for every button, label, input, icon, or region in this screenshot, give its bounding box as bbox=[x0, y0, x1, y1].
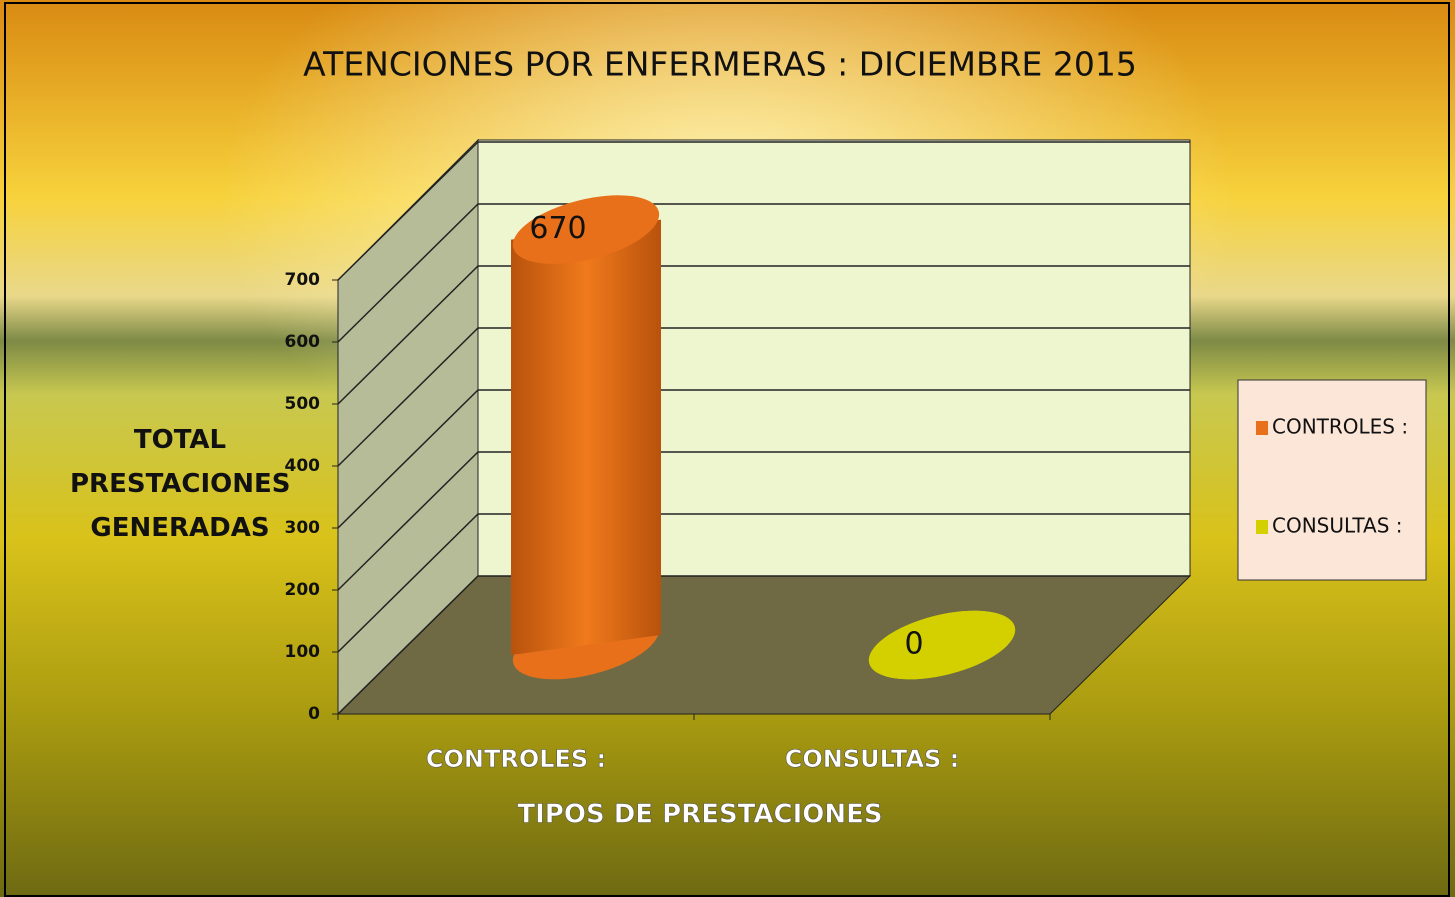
legend-box bbox=[1237, 379, 1427, 581]
bar-top bbox=[868, 610, 1016, 680]
grid-line bbox=[337, 389, 1190, 529]
y-axis-title: TOTAL PRESTACIONES GENERADAS bbox=[70, 425, 291, 543]
chart-title: ATENCIONES POR ENFERMERAS : DICIEMBRE 20… bbox=[303, 45, 1137, 84]
grid-line bbox=[337, 575, 1190, 715]
legend-swatch bbox=[1256, 421, 1268, 435]
x-tick-label: CONTROLES : bbox=[426, 745, 606, 773]
grid-line bbox=[337, 141, 1190, 281]
y-tick-label: 700 bbox=[285, 270, 321, 290]
bar-top bbox=[512, 195, 660, 264]
grid-line bbox=[337, 265, 1190, 405]
legend-label: CONSULTAS : bbox=[1272, 514, 1403, 538]
legend-swatch bbox=[1256, 520, 1268, 534]
frame bbox=[4, 2, 1450, 897]
x-tick-label: CONSULTAS : bbox=[785, 745, 960, 773]
legend-label: CONTROLES : bbox=[1272, 415, 1408, 439]
data-label: 0 bbox=[904, 627, 923, 662]
floor bbox=[336, 575, 1192, 715]
y-tick-label: 300 bbox=[285, 518, 321, 538]
y-tick-label: 200 bbox=[285, 580, 321, 600]
y-tick-label: 400 bbox=[285, 456, 321, 476]
grid-line bbox=[337, 451, 1190, 591]
y-tick-label: 0 bbox=[308, 704, 320, 724]
bar bbox=[511, 219, 661, 655]
x-axis-title: TIPOS DE PRESTACIONES bbox=[517, 800, 882, 830]
data-label: 670 bbox=[529, 211, 586, 246]
y-tick-label: 100 bbox=[285, 642, 321, 662]
y-tick-label: 500 bbox=[285, 394, 321, 414]
y-tick-label: 600 bbox=[285, 332, 321, 352]
grid-line bbox=[337, 203, 1190, 343]
grid-line bbox=[337, 327, 1190, 467]
grid-line bbox=[337, 513, 1190, 653]
